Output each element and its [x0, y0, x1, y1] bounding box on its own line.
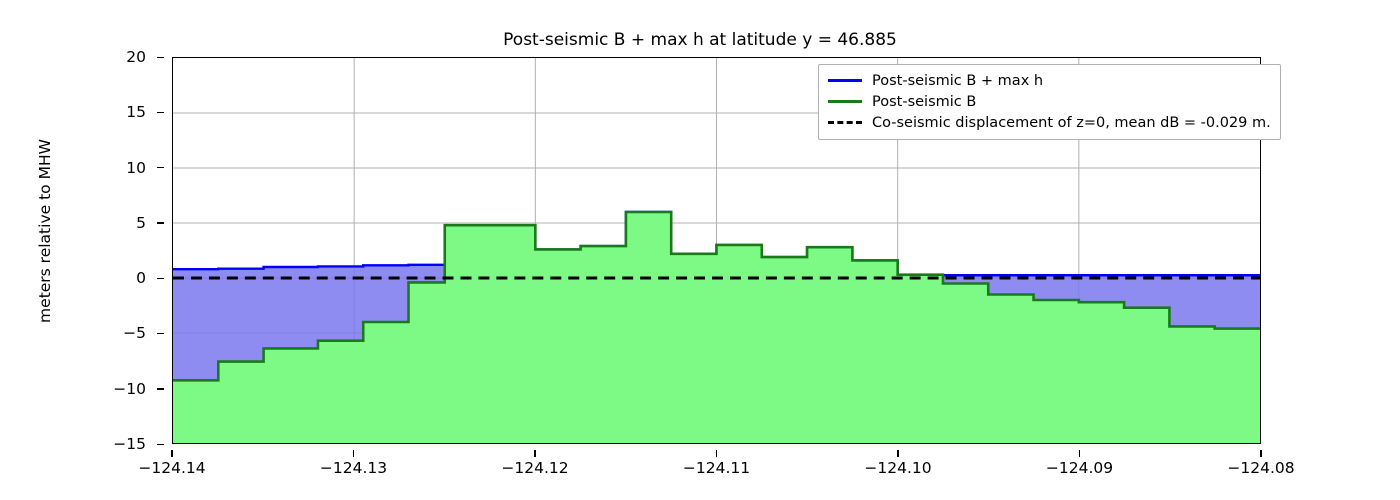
x-tick-mark: [171, 450, 173, 457]
x-tick-mark: [715, 450, 718, 457]
x-axis-tick-labels: −124.14 −124.13 −124.12 −124.11 −124.10 −124.…: [138, 450, 1295, 480]
legend-label: Co-seismic displacement of z=0, mean dB …: [872, 114, 1271, 131]
y-tick-mark: [157, 332, 164, 335]
y-tick-mark: [157, 167, 164, 169]
y-axis-label: meters relative to MHW: [36, 139, 54, 323]
chart-title: Post-seismic B + max h at latitude y = 4…: [503, 30, 897, 50]
x-tick-label: −124.09: [1045, 459, 1114, 477]
series-postseismic-b: [173, 210, 1260, 443]
x-tick-label: −124.12: [501, 459, 569, 477]
y-tick-label: 0: [136, 269, 146, 288]
y-tick-label: −15: [113, 435, 146, 453]
legend-item: Post-seismic B: [828, 91, 1271, 112]
legend-color-swatch: [828, 121, 862, 124]
y-tick-label: 5: [136, 213, 146, 232]
x-tick-mark: [1078, 450, 1081, 457]
legend-color-swatch: [828, 100, 862, 103]
legend-label: Post-seismic B + max h: [872, 72, 1044, 89]
y-tick-mark: [157, 443, 164, 445]
x-tick-label: −124.10: [864, 459, 932, 477]
y-tick-mark: [157, 222, 164, 224]
legend-item: Post-seismic B + max h: [828, 70, 1271, 91]
legend-label: Post-seismic B: [872, 93, 977, 110]
x-tick-label: −124.11: [682, 459, 751, 477]
chart-legend: Post-seismic B + max h Post-seismic B Co-s…: [818, 64, 1281, 140]
y-tick-mark: [157, 111, 164, 114]
x-tick-mark: [534, 450, 536, 457]
y-tick-mark: [157, 56, 164, 58]
y-tick-mark: [157, 277, 164, 279]
y-tick-label: −5: [123, 324, 146, 343]
y-tick-mark: [157, 388, 164, 390]
legend-color-swatch: [828, 79, 862, 82]
y-tick-label: 20: [126, 48, 146, 66]
x-tick-mark: [1260, 450, 1262, 457]
x-tick-mark: [897, 450, 899, 457]
y-axis-label-container: meters relative to MHW: [0, 57, 54, 444]
x-tick-mark: [352, 450, 355, 457]
y-tick-label: 15: [126, 103, 146, 122]
x-tick-label: −124.08: [1227, 459, 1295, 477]
y-tick-label: −10: [113, 379, 146, 398]
y-tick-label: 10: [126, 158, 146, 177]
x-tick-label: −124.13: [319, 459, 388, 477]
y-axis-tick-labels: 20 15 10 5 0 −5 −10 −15: [60, 48, 164, 453]
x-tick-label: −124.14: [138, 459, 206, 477]
legend-item: Co-seismic displacement of z=0, mean dB …: [828, 112, 1271, 133]
